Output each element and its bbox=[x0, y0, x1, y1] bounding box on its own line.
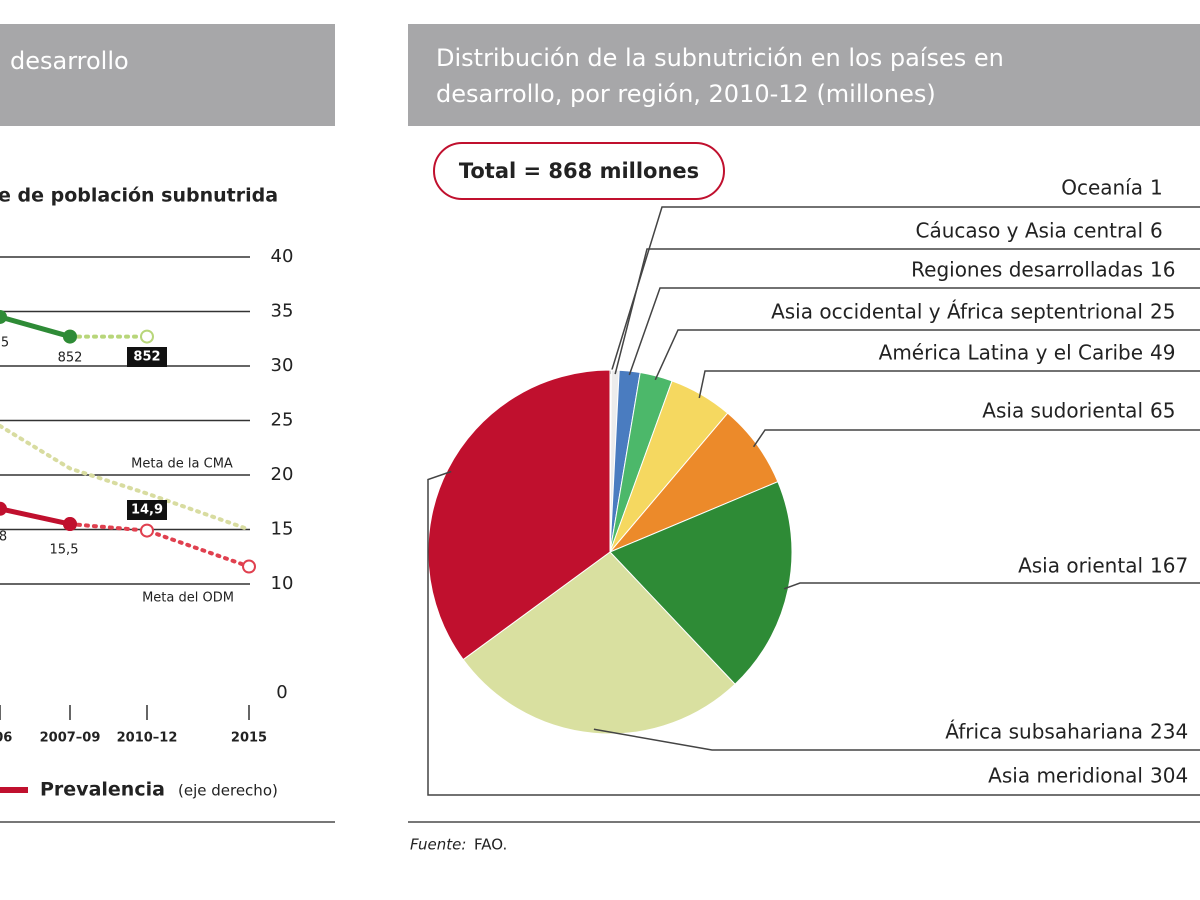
annotation: Meta de la CMA bbox=[131, 457, 233, 472]
series-line bbox=[0, 314, 73, 340]
point bbox=[63, 517, 77, 532]
point bbox=[140, 523, 154, 538]
title-band bbox=[0, 24, 335, 126]
slice-label: Asia meridional bbox=[988, 764, 1143, 788]
series-line bbox=[68, 522, 251, 569]
point bbox=[0, 309, 7, 324]
annotation: 15,5 bbox=[50, 543, 79, 558]
legend-label: Prevalencia bbox=[40, 779, 165, 801]
slice-value: 1 bbox=[1150, 176, 1163, 200]
point bbox=[242, 559, 256, 574]
axis-label: e de población subnutrida bbox=[0, 185, 278, 207]
slice-label: Asia occidental y África septentrional bbox=[771, 300, 1143, 324]
point bbox=[63, 329, 77, 344]
annotation: 852 bbox=[133, 350, 160, 365]
y-tick-label: 35 bbox=[271, 301, 294, 322]
slice-value: 49 bbox=[1150, 341, 1175, 365]
leader-line bbox=[783, 582, 1200, 590]
series-line bbox=[0, 506, 73, 527]
annotation: Meta del ODM bbox=[142, 591, 234, 606]
slice-value: 65 bbox=[1150, 399, 1175, 423]
annotation: 5 bbox=[1, 336, 9, 351]
y-tick-label: 20 bbox=[271, 464, 294, 485]
slice-label: América Latina y el Caribe bbox=[879, 341, 1143, 365]
annotation: 852 bbox=[58, 351, 83, 366]
annotation-box bbox=[127, 347, 167, 367]
slice-label: Regiones desarrolladas bbox=[911, 258, 1143, 282]
pie-slice bbox=[427, 369, 611, 661]
leader-line bbox=[593, 728, 1200, 751]
leader-line bbox=[654, 329, 1200, 381]
leader-line bbox=[752, 429, 1200, 448]
pie-slice bbox=[609, 481, 793, 685]
source: FAO. bbox=[474, 836, 507, 854]
slice-label: Oceanía bbox=[1061, 176, 1143, 200]
x-tick-label: –06 bbox=[0, 731, 12, 746]
point bbox=[0, 501, 7, 516]
title-wrap: Distribución de la subnutrición en los p… bbox=[436, 44, 1004, 108]
total-label: Total = 868 millones bbox=[459, 159, 699, 183]
annotation: 14,9 bbox=[131, 503, 163, 518]
leader-line bbox=[628, 287, 1200, 376]
x-tick-label: 2010–12 bbox=[117, 731, 178, 746]
legend-note: (eje derecho) bbox=[178, 782, 278, 800]
slice-value: 167 bbox=[1150, 554, 1188, 578]
y-tick-label: 10 bbox=[271, 573, 294, 594]
slice-label: África subsahariana bbox=[945, 720, 1143, 744]
slice-value: 304 bbox=[1150, 764, 1188, 788]
series-line bbox=[0, 423, 251, 532]
leader-line bbox=[614, 248, 1200, 375]
x-tick-label: 2015 bbox=[231, 731, 267, 746]
y-tick-label: 15 bbox=[271, 519, 294, 540]
slice-value: 16 bbox=[1150, 258, 1175, 282]
annotation-box bbox=[127, 500, 167, 520]
slice-value: 234 bbox=[1150, 720, 1188, 744]
source-label: Fuente: bbox=[410, 836, 466, 854]
y-tick-label: 0 bbox=[276, 682, 287, 703]
slice-value: 25 bbox=[1150, 300, 1175, 324]
leader-line bbox=[427, 470, 1200, 796]
slice-label: Cáucaso y Asia central bbox=[916, 219, 1143, 243]
y-tick-label: 40 bbox=[271, 246, 294, 267]
y-tick-label: 30 bbox=[271, 355, 294, 376]
slice-value: 6 bbox=[1150, 219, 1163, 243]
title-band bbox=[408, 24, 1200, 126]
chart-title: desarrollo bbox=[10, 47, 129, 75]
slice-label: Asia sudoriental bbox=[982, 399, 1143, 423]
x-tick-label: 2007–09 bbox=[40, 731, 101, 746]
total-box bbox=[433, 142, 725, 200]
chart-title: Distribución de la subnutrición en los p… bbox=[436, 44, 1004, 108]
slice-label: Asia oriental bbox=[1018, 554, 1143, 578]
point bbox=[140, 329, 154, 344]
pie-slice bbox=[462, 551, 736, 735]
leader-line bbox=[698, 370, 1200, 399]
leader-line bbox=[609, 206, 1200, 375]
y-tick-label: 25 bbox=[271, 410, 294, 431]
annotation: 8 bbox=[0, 530, 7, 545]
